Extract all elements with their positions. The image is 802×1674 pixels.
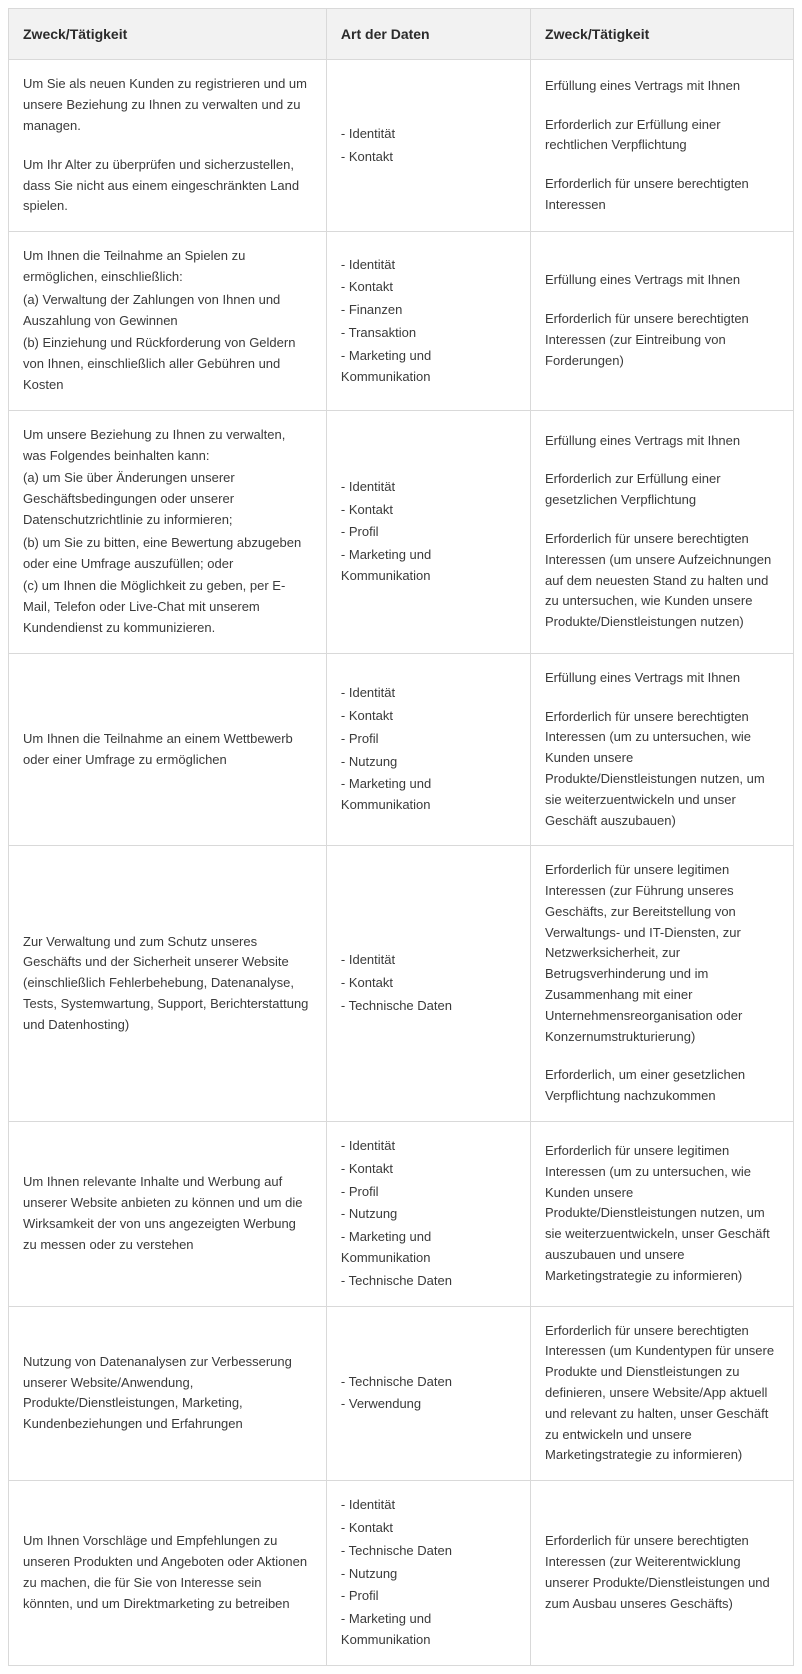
datatype-item: - Kontakt <box>341 973 516 994</box>
cell-basis: Erforderlich für unsere legitimen Intere… <box>531 1122 794 1307</box>
cell-datatype: - Identität- Kontakt <box>326 60 530 232</box>
datatype-item: - Finanzen <box>341 300 516 321</box>
purpose-text: (a) Verwaltung der Zahlungen von Ihnen u… <box>23 290 312 332</box>
table-row: Um unsere Beziehung zu Ihnen zu verwalte… <box>9 410 794 653</box>
basis-text: Erforderlich für unsere berechtigten Int… <box>545 309 779 371</box>
datatype-item: - Marketing und Kommunikation <box>341 1609 516 1651</box>
datatype-item: - Identität <box>341 950 516 971</box>
datatype-item: - Transaktion <box>341 323 516 344</box>
table-row: Um Ihnen Vorschläge und Empfehlungen zu … <box>9 1481 794 1666</box>
cell-datatype: - Identität- Kontakt- Technische Daten- … <box>326 1481 530 1666</box>
datatype-item: - Kontakt <box>341 277 516 298</box>
purpose-text: (b) Einziehung und Rückforderung von Gel… <box>23 333 312 395</box>
purpose-text: Zur Verwaltung und zum Schutz unseres Ge… <box>23 932 312 1036</box>
cell-datatype: - Identität- Kontakt- Profil- Nutzung- M… <box>326 653 530 846</box>
datatype-item: - Profil <box>341 522 516 543</box>
table-row: Um Sie als neuen Kunden zu registrieren … <box>9 60 794 232</box>
basis-text: Erforderlich, um einer gesetzlichen Verp… <box>545 1065 779 1107</box>
datatype-item: - Kontakt <box>341 706 516 727</box>
datatype-item: - Marketing und Kommunikation <box>341 1227 516 1269</box>
purpose-text: Um unsere Beziehung zu Ihnen zu verwalte… <box>23 425 312 467</box>
basis-text: Erfüllung eines Vertrags mit Ihnen <box>545 270 779 291</box>
datatype-item: - Identität <box>341 1495 516 1516</box>
purpose-text: Um Ihnen die Teilnahme an einem Wettbewe… <box>23 729 312 771</box>
table-row: Nutzung von Datenanalysen zur Verbesseru… <box>9 1306 794 1481</box>
col-header-purpose: Zweck/Tätigkeit <box>9 9 327 60</box>
datatype-item: - Technische Daten <box>341 1372 516 1393</box>
cell-purpose: Um Sie als neuen Kunden zu registrieren … <box>9 60 327 232</box>
datatype-item: - Nutzung <box>341 1204 516 1225</box>
cell-basis: Erfüllung eines Vertrags mit Ihnen Erford… <box>531 232 794 411</box>
basis-text: Erfüllung eines Vertrags mit Ihnen <box>545 431 779 452</box>
privacy-data-table: Zweck/Tätigkeit Art der Daten Zweck/Täti… <box>8 8 794 1666</box>
basis-text: Erfüllung eines Vertrags mit Ihnen <box>545 76 779 97</box>
basis-text: Erforderlich zur Erfüllung einer rechtli… <box>545 115 779 157</box>
basis-text: Erforderlich für unsere berechtigten Int… <box>545 707 779 832</box>
col-header-basis: Zweck/Tätigkeit <box>531 9 794 60</box>
datatype-item: - Technische Daten <box>341 996 516 1017</box>
basis-text: Erforderlich für unsere legitimen Intere… <box>545 860 779 1047</box>
datatype-item: - Nutzung <box>341 752 516 773</box>
cell-purpose: Nutzung von Datenanalysen zur Verbesseru… <box>9 1306 327 1481</box>
table-row: Um Ihnen relevante Inhalte und Werbung a… <box>9 1122 794 1307</box>
cell-basis: Erforderlich für unsere berechtigten Int… <box>531 1481 794 1666</box>
purpose-text: Um Ihnen relevante Inhalte und Werbung a… <box>23 1172 312 1255</box>
table-row: Zur Verwaltung und zum Schutz unseres Ge… <box>9 846 794 1122</box>
basis-text: Erforderlich für unsere berechtigten Int… <box>545 1321 779 1467</box>
datatype-item: - Marketing und Kommunikation <box>341 774 516 816</box>
purpose-text: Um Ihnen die Teilnahme an Spielen zu erm… <box>23 246 312 288</box>
cell-basis: Erforderlich für unsere berechtigten Int… <box>531 1306 794 1481</box>
datatype-item: - Profil <box>341 1182 516 1203</box>
datatype-item: - Profil <box>341 1586 516 1607</box>
datatype-item: - Marketing und Kommunikation <box>341 346 516 388</box>
purpose-text: Um Ihr Alter zu überprüfen und sicherzus… <box>23 155 312 217</box>
cell-purpose: Um Ihnen relevante Inhalte und Werbung a… <box>9 1122 327 1307</box>
purpose-text: Um Sie als neuen Kunden zu registrieren … <box>23 74 312 136</box>
datatype-item: - Kontakt <box>341 500 516 521</box>
datatype-item: - Profil <box>341 729 516 750</box>
datatype-item: - Identität <box>341 477 516 498</box>
basis-text: Erforderlich zur Erfüllung einer gesetzl… <box>545 469 779 511</box>
cell-datatype: - Identität- Kontakt- Profil- Nutzung- M… <box>326 1122 530 1307</box>
basis-text: Erforderlich für unsere berechtigten Int… <box>545 1531 779 1614</box>
datatype-item: - Kontakt <box>341 147 516 168</box>
basis-text: Erforderlich für unsere berechtigten Int… <box>545 174 779 216</box>
datatype-item: - Technische Daten <box>341 1541 516 1562</box>
cell-basis: Erfüllung eines Vertrags mit Ihnen Erford… <box>531 410 794 653</box>
datatype-item: - Verwendung <box>341 1394 516 1415</box>
cell-purpose: Zur Verwaltung und zum Schutz unseres Ge… <box>9 846 327 1122</box>
purpose-text: (c) um Ihnen die Möglichkeit zu geben, p… <box>23 576 312 638</box>
cell-basis: Erfüllung eines Vertrags mit Ihnen Erford… <box>531 653 794 846</box>
basis-text: Erforderlich für unsere berechtigten Int… <box>545 529 779 633</box>
cell-basis: Erfüllung eines Vertrags mit Ihnen Erford… <box>531 60 794 232</box>
cell-purpose: Um Ihnen die Teilnahme an Spielen zu erm… <box>9 232 327 411</box>
table-header-row: Zweck/Tätigkeit Art der Daten Zweck/Täti… <box>9 9 794 60</box>
cell-purpose: Um unsere Beziehung zu Ihnen zu verwalte… <box>9 410 327 653</box>
cell-basis: Erforderlich für unsere legitimen Intere… <box>531 846 794 1122</box>
cell-purpose: Um Ihnen die Teilnahme an einem Wettbewe… <box>9 653 327 846</box>
datatype-item: - Identität <box>341 1136 516 1157</box>
datatype-item: - Technische Daten <box>341 1271 516 1292</box>
cell-datatype: - Identität- Kontakt- Technische Daten <box>326 846 530 1122</box>
datatype-item: - Nutzung <box>341 1564 516 1585</box>
cell-purpose: Um Ihnen Vorschläge und Empfehlungen zu … <box>9 1481 327 1666</box>
datatype-item: - Kontakt <box>341 1518 516 1539</box>
purpose-text: (b) um Sie zu bitten, eine Bewertung abz… <box>23 533 312 575</box>
datatype-item: - Identität <box>341 683 516 704</box>
col-header-datatype: Art der Daten <box>326 9 530 60</box>
table-row: Um Ihnen die Teilnahme an Spielen zu erm… <box>9 232 794 411</box>
cell-datatype: - Identität- Kontakt- Profil- Marketing … <box>326 410 530 653</box>
datatype-item: - Marketing und Kommunikation <box>341 545 516 587</box>
basis-text: Erforderlich für unsere legitimen Intere… <box>545 1141 779 1287</box>
table-row: Um Ihnen die Teilnahme an einem Wettbewe… <box>9 653 794 846</box>
purpose-text: Nutzung von Datenanalysen zur Verbesseru… <box>23 1352 312 1435</box>
basis-text: Erfüllung eines Vertrags mit Ihnen <box>545 668 779 689</box>
datatype-item: - Identität <box>341 124 516 145</box>
datatype-item: - Identität <box>341 255 516 276</box>
cell-datatype: - Identität- Kontakt- Finanzen- Transakt… <box>326 232 530 411</box>
purpose-text: (a) um Sie über Änderungen unserer Gesch… <box>23 468 312 530</box>
datatype-item: - Kontakt <box>341 1159 516 1180</box>
purpose-text: Um Ihnen Vorschläge und Empfehlungen zu … <box>23 1531 312 1614</box>
cell-datatype: - Technische Daten- Verwendung <box>326 1306 530 1481</box>
